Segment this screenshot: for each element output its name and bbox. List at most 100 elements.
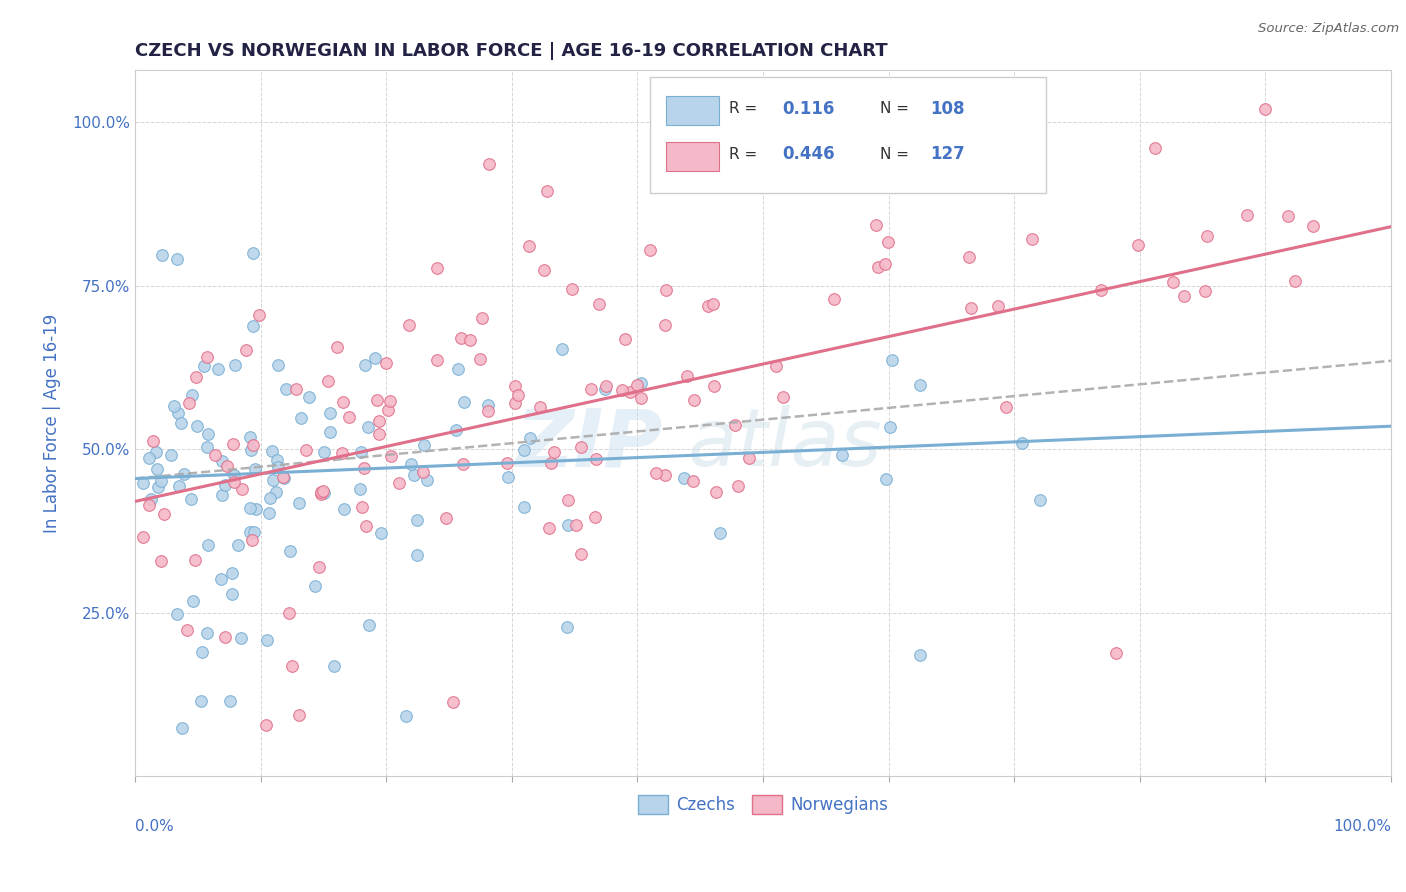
Point — [350, 444, 373, 458]
Point — [412, 438, 434, 452]
Point — [281, 658, 304, 673]
Point — [229, 632, 252, 646]
Text: 0.446: 0.446 — [782, 145, 835, 163]
Point — [626, 378, 648, 392]
Point — [354, 519, 377, 533]
Point — [1163, 275, 1185, 289]
Point — [458, 333, 481, 347]
FancyBboxPatch shape — [666, 95, 718, 126]
Point — [245, 462, 267, 476]
Point — [215, 459, 238, 474]
Point — [727, 479, 749, 493]
Point — [873, 257, 896, 271]
Point — [569, 441, 592, 455]
Point — [709, 526, 731, 541]
Point — [1194, 285, 1216, 299]
Point — [288, 496, 311, 510]
Point — [169, 416, 191, 430]
Point — [555, 620, 578, 634]
Point — [880, 353, 903, 368]
Point — [278, 544, 301, 558]
Point — [309, 485, 332, 500]
Point — [226, 538, 249, 552]
Point — [267, 459, 290, 474]
Point — [561, 282, 583, 296]
Point — [132, 530, 155, 544]
Point — [543, 445, 565, 459]
Point — [142, 434, 165, 448]
Point — [388, 475, 411, 490]
Point — [772, 390, 794, 404]
Point — [1253, 102, 1275, 116]
Point — [191, 645, 214, 659]
Point — [908, 377, 931, 392]
Point — [645, 466, 668, 480]
Point — [254, 718, 277, 732]
Text: R =: R = — [730, 147, 762, 162]
Point — [309, 487, 332, 501]
Point — [367, 426, 389, 441]
Point — [242, 319, 264, 334]
Point — [145, 444, 167, 458]
Point — [1302, 219, 1324, 233]
Point — [221, 587, 243, 601]
Point — [239, 442, 262, 457]
Point — [583, 509, 606, 524]
Point — [1028, 493, 1050, 508]
Point — [163, 399, 186, 413]
Point — [875, 472, 897, 486]
Point — [619, 384, 641, 399]
Point — [676, 369, 699, 384]
Point — [823, 292, 845, 306]
Point — [412, 465, 434, 479]
Point — [703, 379, 725, 393]
Point — [186, 418, 208, 433]
FancyBboxPatch shape — [650, 77, 1046, 194]
Point — [959, 301, 981, 315]
Y-axis label: In Labor Force | Age 16-19: In Labor Force | Age 16-19 — [44, 313, 60, 533]
Point — [697, 298, 720, 312]
Point — [683, 393, 706, 408]
Point — [450, 331, 472, 345]
Point — [654, 467, 676, 482]
Point — [146, 462, 169, 476]
Point — [654, 318, 676, 333]
Point — [477, 404, 499, 418]
Point — [314, 486, 336, 500]
Point — [831, 448, 853, 462]
Point — [441, 695, 464, 709]
Point — [193, 359, 215, 373]
Point — [314, 445, 336, 459]
Point — [380, 393, 402, 408]
Point — [702, 297, 724, 311]
Point — [404, 467, 426, 482]
Point — [865, 218, 887, 232]
Point — [364, 351, 387, 365]
Point — [399, 457, 422, 471]
Point — [513, 500, 536, 515]
Text: 108: 108 — [931, 100, 965, 118]
Point — [380, 449, 402, 463]
Point — [167, 406, 190, 420]
Point — [266, 359, 288, 373]
Point — [451, 457, 474, 471]
Point — [876, 235, 898, 250]
Point — [630, 376, 652, 391]
Point — [211, 453, 233, 467]
Point — [207, 361, 229, 376]
Point — [239, 525, 262, 540]
Text: N =: N = — [880, 101, 914, 116]
Point — [235, 343, 257, 357]
Point — [195, 626, 218, 640]
Point — [519, 431, 541, 445]
Point — [724, 417, 747, 432]
Point — [204, 448, 226, 462]
Point — [638, 243, 661, 257]
Point — [169, 478, 191, 492]
Point — [149, 475, 172, 489]
Point — [294, 443, 316, 458]
Point — [395, 708, 418, 723]
Point — [239, 430, 262, 444]
Point — [264, 485, 287, 500]
Point — [533, 263, 555, 277]
